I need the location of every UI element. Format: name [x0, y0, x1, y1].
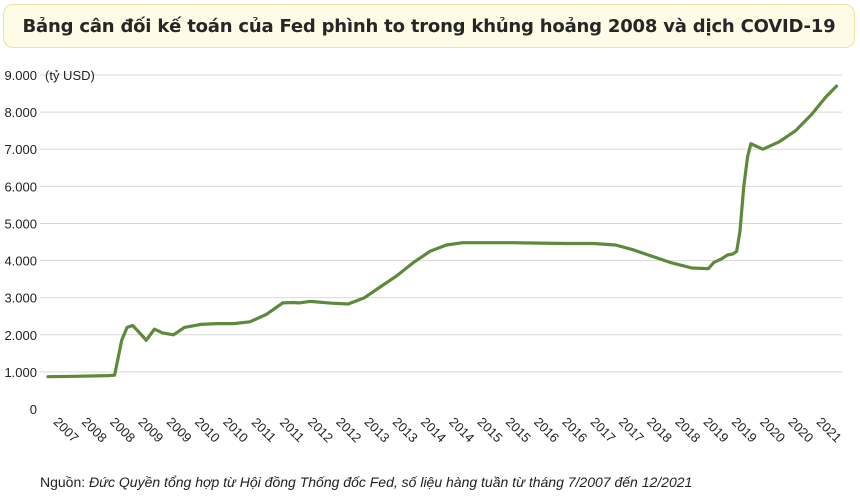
x-tick-label: 2014	[446, 414, 477, 445]
x-tick-label: 2011	[249, 415, 279, 445]
series-lines	[46, 84, 839, 379]
x-tick-label: 2009	[164, 414, 195, 445]
x-tick-label: 2019	[729, 414, 760, 445]
y-tick-label: 8.000	[4, 105, 37, 120]
x-tick-label: 2013	[390, 414, 421, 445]
x-tick-label: 2011	[277, 415, 307, 445]
source-prefix: Nguồn:	[40, 474, 90, 490]
y-tick-label: 3.000	[4, 291, 37, 306]
x-axis-ticks: 2007200820082009200920102010201120112012…	[51, 414, 845, 445]
x-tick-label: 2019	[701, 414, 732, 445]
x-tick-label: 2014	[418, 414, 449, 445]
x-tick-label: 2009	[135, 414, 166, 445]
x-tick-label: 2007	[51, 414, 82, 445]
x-tick-label: 2015	[503, 414, 534, 445]
y-tick-label: 9.000	[4, 68, 37, 83]
x-tick-label: 2012	[333, 414, 364, 445]
y-tick-label: 6.000	[4, 179, 37, 194]
x-tick-label: 2008	[79, 414, 110, 445]
y-tick-label: 0	[30, 402, 37, 417]
x-tick-label: 2018	[672, 414, 703, 445]
source-note: Nguồn: Đức Quyền tổng hợp từ Hội đồng Th…	[40, 474, 692, 490]
y-tick-label: 4.000	[4, 254, 37, 269]
y-tick-label: 5.000	[4, 216, 37, 231]
line-chart: 0 1.000 2.000 3.000 4.000 5.000 6.000 7.000 8.00…	[4, 68, 845, 445]
x-tick-label: 2015	[475, 414, 506, 445]
x-tick-label: 2016	[531, 414, 562, 445]
x-tick-label: 2016	[559, 414, 590, 445]
y-axis-unit-label: (tỷ USD)	[45, 68, 95, 83]
y-axis-ticks: 0 1.000 2.000 3.000 4.000 5.000 6.000 7.000 8.00…	[4, 68, 37, 417]
x-tick-label: 2020	[785, 414, 816, 445]
chart-title-box: Bảng cân đối kế toán của Fed phình to tr…	[3, 4, 855, 48]
x-tick-label: 2008	[107, 414, 138, 445]
source-text: Đức Quyền tổng hợp từ Hội đồng Thống đốc…	[89, 474, 693, 490]
y-tick-label: 2.000	[4, 328, 37, 343]
x-tick-label: 2010	[192, 414, 223, 445]
x-tick-label: 2017	[616, 414, 647, 445]
x-tick-label: 2010	[220, 414, 251, 445]
x-tick-label: 2013	[362, 414, 393, 445]
x-tick-label: 2020	[757, 414, 788, 445]
grid-lines	[40, 74, 842, 373]
balance-sheet-line	[46, 84, 839, 379]
x-tick-label: 2021	[814, 414, 845, 445]
x-tick-label: 2012	[305, 414, 336, 445]
x-tick-label: 2017	[588, 414, 619, 445]
y-tick-label: 1.000	[4, 365, 37, 380]
chart-title: Bảng cân đối kế toán của Fed phình to tr…	[22, 15, 836, 37]
x-tick-label: 2018	[644, 414, 675, 445]
y-tick-label: 7.000	[4, 142, 37, 157]
